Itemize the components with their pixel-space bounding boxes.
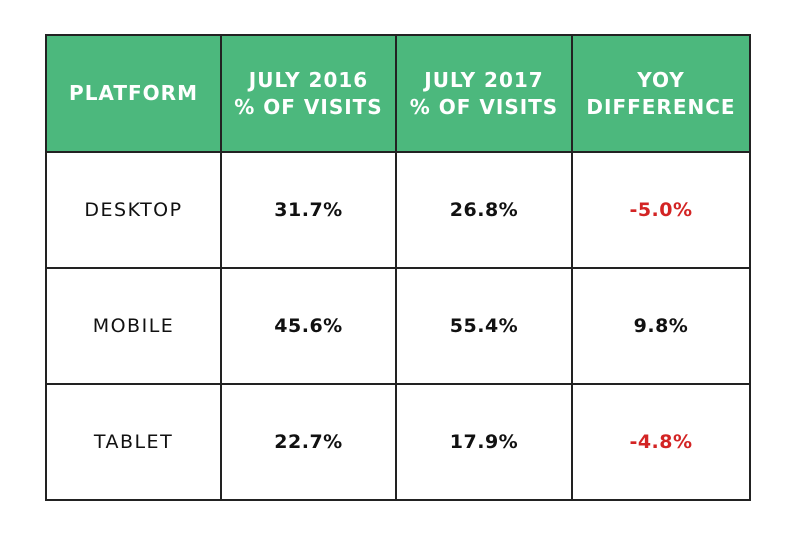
header-platform: PLATFORM (45, 34, 222, 153)
july-2017-cell: 17.9% (395, 383, 573, 501)
july-2016-cell: 31.7% (220, 151, 397, 269)
july-2016-cell: 22.7% (220, 383, 397, 501)
visits-by-platform-table: PLATFORM JULY 2016% OF VISITS JULY 2017%… (45, 34, 751, 501)
yoy-difference-cell: 9.8% (571, 267, 751, 385)
header-yoy-difference: YOY DIFFERENCE (571, 34, 751, 153)
platform-cell: TABLET (45, 383, 222, 501)
visits-table-container: PLATFORM JULY 2016% OF VISITS JULY 2017%… (45, 34, 751, 501)
header-row: PLATFORM JULY 2016% OF VISITS JULY 2017%… (45, 34, 751, 153)
july-2016-cell: 45.6% (220, 267, 397, 385)
july-2017-cell: 26.8% (395, 151, 573, 269)
yoy-difference-cell: -5.0% (571, 151, 751, 269)
table-row: DESKTOP 31.7% 26.8% -5.0% (45, 151, 751, 269)
platform-cell: DESKTOP (45, 151, 222, 269)
platform-cell: MOBILE (45, 267, 222, 385)
table-row: MOBILE 45.6% 55.4% 9.8% (45, 267, 751, 385)
table-row: TABLET 22.7% 17.9% -4.8% (45, 383, 751, 501)
july-2017-cell: 55.4% (395, 267, 573, 385)
header-july-2017: JULY 2017% OF VISITS (395, 34, 573, 153)
yoy-difference-cell: -4.8% (571, 383, 751, 501)
header-july-2016: JULY 2016% OF VISITS (220, 34, 397, 153)
